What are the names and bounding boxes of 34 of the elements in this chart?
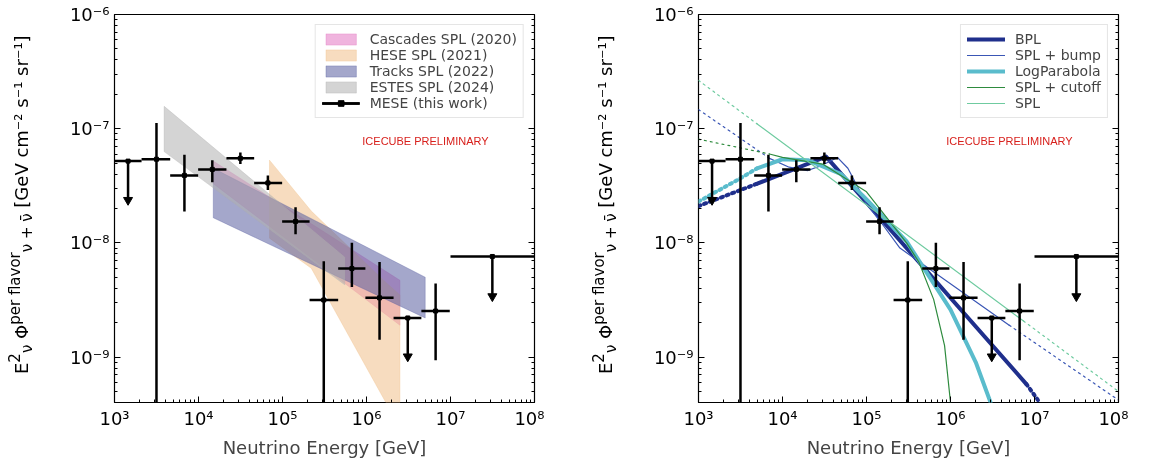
legend-label: BPL <box>1014 31 1041 47</box>
x-tick-label: 10⁷ <box>435 407 466 429</box>
legend-label: Tracks SPL (2022) <box>369 63 495 79</box>
y-tick-label: 10⁻⁶ <box>653 4 694 25</box>
x-tick-label: 10⁶ <box>935 407 966 429</box>
legend-label: SPL + bump <box>1014 47 1101 63</box>
legend-label: Cascades SPL (2020) <box>369 31 517 47</box>
x-tick-label: 10³ <box>683 407 714 429</box>
legend-label: ESTES SPL (2024) <box>369 79 495 95</box>
x-tick-label: 10⁴ <box>767 407 798 429</box>
y-tick-label: 10⁻⁸ <box>653 232 694 254</box>
x-tick-label: 10³ <box>99 407 130 429</box>
y-tick-label: 10⁻⁸ <box>69 232 110 254</box>
x-axis-title: Neutrino Energy [GeV] <box>222 436 427 458</box>
legend-label: LogParabola <box>1014 63 1101 79</box>
x-tick-label: 10⁵ <box>267 407 298 429</box>
y-tick-label: 10⁻⁶ <box>69 4 110 25</box>
y-tick-label: 10⁻⁹ <box>653 346 694 368</box>
x-tick-label: 10⁶ <box>351 407 382 429</box>
annotation: ICECUBE PRELIMINARY <box>946 134 1074 147</box>
y-tick-label: 10⁻⁹ <box>69 346 110 368</box>
legend-label: SPL <box>1014 95 1041 111</box>
x-tick-label: 10⁸ <box>514 407 545 429</box>
x-tick-label: 10⁷ <box>1019 407 1050 429</box>
y-tick-label: 10⁻⁷ <box>69 118 110 140</box>
y-tick-label: 10⁻⁷ <box>653 118 694 140</box>
legend-label: HESE SPL (2021) <box>369 47 488 63</box>
x-tick-label: 10⁵ <box>851 407 882 429</box>
x-tick-label: 10⁴ <box>183 407 214 429</box>
annotation: ICECUBE PRELIMINARY <box>362 134 490 147</box>
legend-label: SPL + cutoff <box>1014 79 1101 95</box>
legend-label: MESE (this work) <box>369 95 488 111</box>
x-axis-title: Neutrino Energy [GeV] <box>806 436 1011 458</box>
x-tick-label: 10⁸ <box>1098 407 1129 429</box>
